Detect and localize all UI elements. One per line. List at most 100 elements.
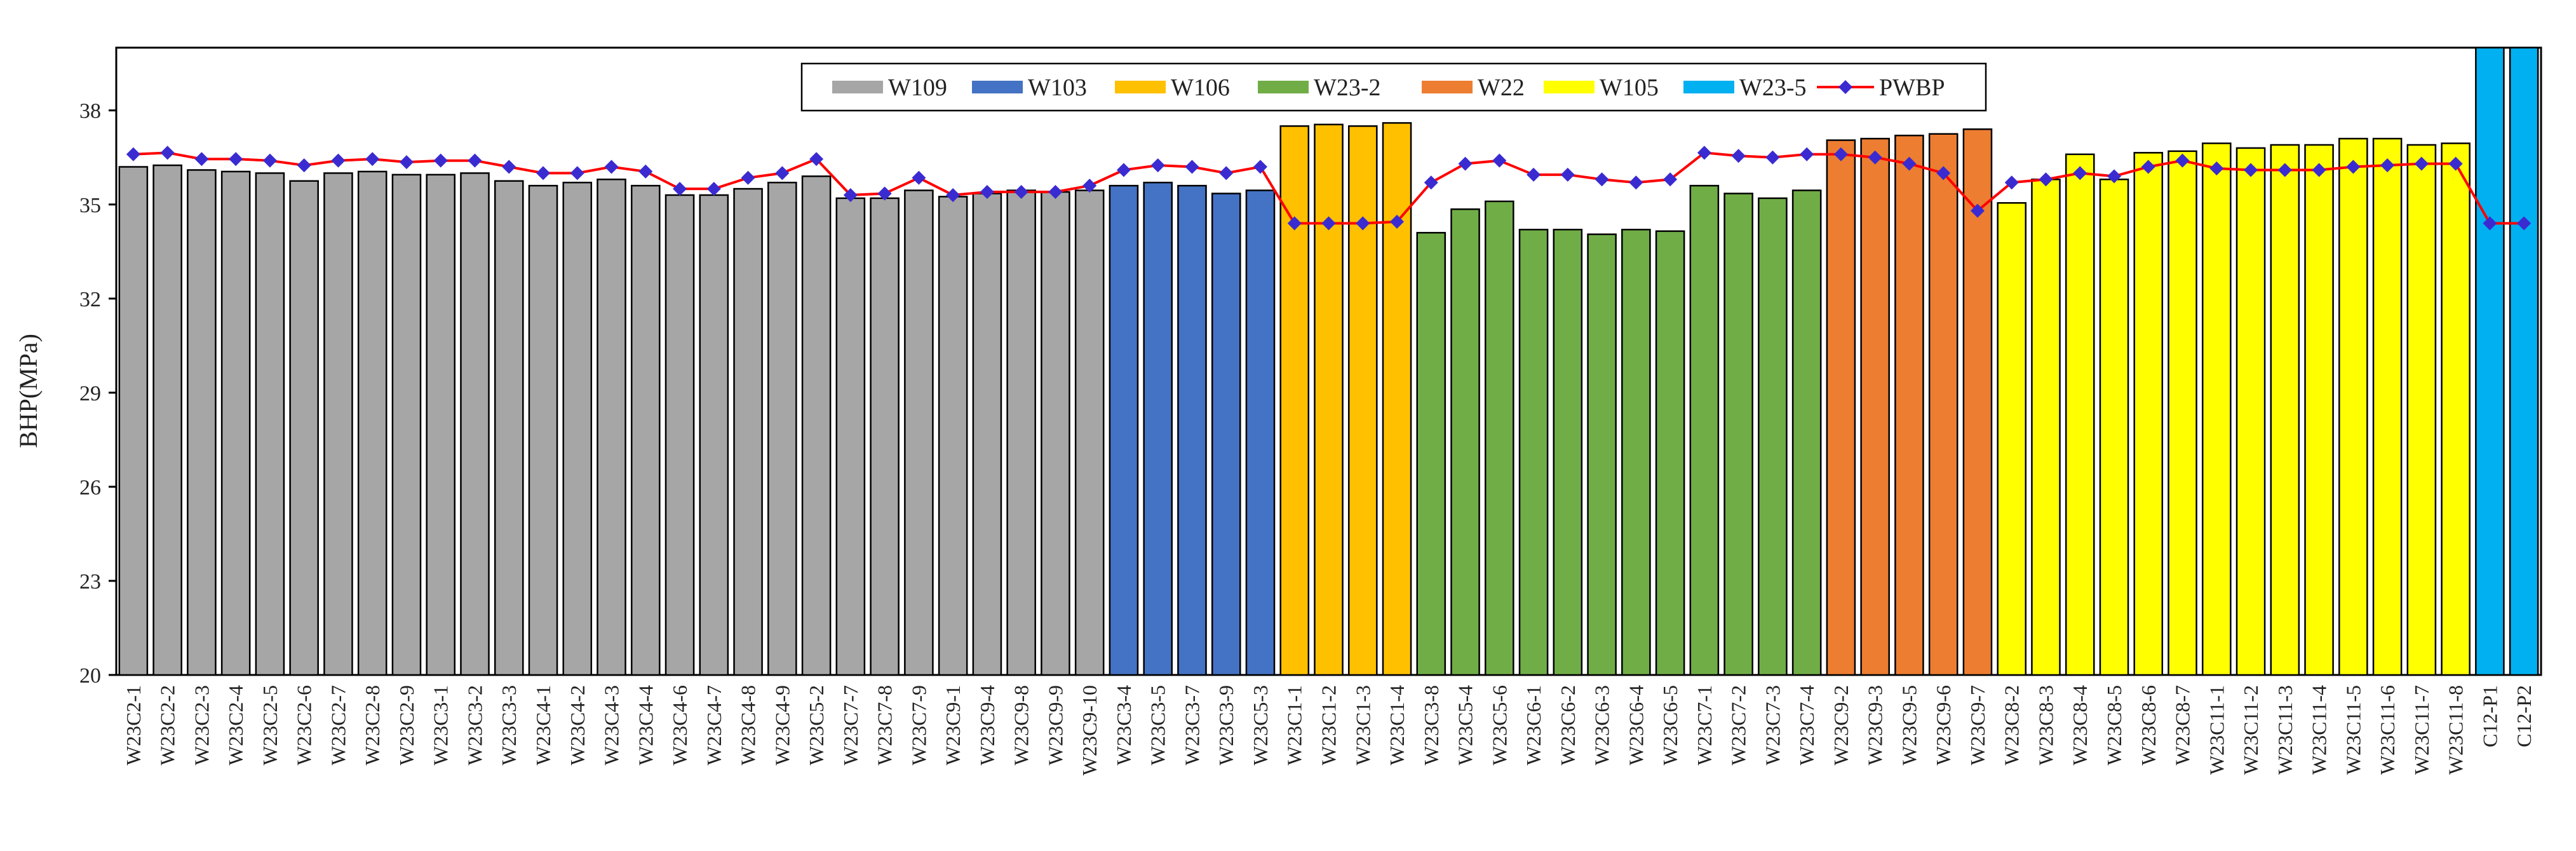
- bar-W23C6-1: [1518, 228, 1549, 676]
- x-tick-label: W23C4-9: [771, 685, 793, 765]
- bar-W23C11-1: [2201, 142, 2232, 676]
- y-tick-label: 23: [79, 570, 101, 594]
- x-tick-label: W23C8-3: [2034, 685, 2057, 765]
- pwbp-point-W23C8-7: [2175, 153, 2190, 168]
- bar-W23C4-7: [699, 194, 729, 676]
- legend-label-W23-5: W23-5: [1739, 74, 1807, 101]
- x-tick-label: W23C2-9: [395, 685, 418, 765]
- x-tick-label: W23C4-7: [703, 685, 725, 765]
- legend-label-W106: W106: [1171, 74, 1230, 101]
- pwbp-point-W23C7-1: [1697, 146, 1711, 160]
- x-tick-label: W23C9-8: [1010, 685, 1033, 765]
- pwbp-point-W23C11-7: [2414, 156, 2429, 171]
- legend-swatch-W109: [832, 81, 883, 93]
- pwbp-point-W23C3-1: [433, 153, 448, 168]
- legend: W109 W103 W106 W23-2 W22 W105 W23-5 PWBP: [800, 62, 1987, 112]
- x-tick-label: W23C3-4: [1112, 685, 1135, 765]
- x-tick-label: W23C9-1: [941, 685, 964, 765]
- pwbp-point-W23C4-6: [673, 182, 687, 196]
- x-tick-label: W23C11-2: [2239, 685, 2262, 775]
- x-tick-label: W23C1-2: [1318, 685, 1340, 765]
- pwbp-point-W23C2-2: [160, 146, 175, 160]
- pwbp-point-W23C2-9: [399, 155, 414, 170]
- legend-label-W105: W105: [1600, 74, 1659, 101]
- bar-W23C6-5: [1655, 230, 1685, 676]
- x-tick-label: C12-P2: [2512, 685, 2535, 747]
- bar-W23C4-1: [528, 184, 558, 676]
- x-tick-label: W23C3-7: [1180, 685, 1203, 765]
- x-tick-label: W23C4-4: [634, 685, 657, 765]
- pwbp-point-W23C9-3: [1868, 150, 1882, 165]
- legend-label-W23-2: W23-2: [1314, 74, 1381, 101]
- x-tick-label: W23C3-3: [497, 685, 520, 765]
- pwbp-point-W23C11-2: [2244, 163, 2258, 177]
- bar-W23C2-8: [357, 170, 388, 676]
- x-tick-label: W23C2-2: [156, 685, 179, 765]
- x-tick-label: W23C6-3: [1591, 685, 1614, 765]
- bars-layer: [118, 46, 2539, 676]
- pwbp-point-W23C6-1: [1527, 167, 1541, 182]
- y-axis: 20 23 26 29 32 35 38: [79, 100, 116, 688]
- x-tick-label: W23C9-2: [1830, 685, 1852, 765]
- x-tick-label: W23C2-8: [361, 685, 384, 765]
- pwbp-point-W23C9-7: [1970, 203, 1985, 218]
- pwbp-point-W23C3-9: [1219, 166, 1234, 180]
- x-tick-label: W23C5-2: [805, 685, 828, 765]
- x-tick-label: W23C9-6: [1932, 685, 1955, 765]
- bar-W23C9-5: [1894, 134, 1924, 676]
- pwbp-point-W23C4-1: [536, 166, 551, 180]
- bar-W23C6-3: [1587, 233, 1617, 676]
- bar-W23C9-2: [1826, 139, 1856, 676]
- x-tick-label: W23C11-8: [2445, 685, 2467, 775]
- x-tick-label: W23C7-1: [1693, 685, 1716, 765]
- legend-label-W109: W109: [888, 74, 947, 101]
- pwbp-point-W23C7-4: [1800, 147, 1814, 161]
- bar-W23C1-3: [1347, 125, 1378, 676]
- pwbp-point-W23C9-2: [1833, 147, 1848, 161]
- x-tick-label: W23C7-3: [1761, 685, 1784, 765]
- x-tick-label: W23C9-10: [1078, 685, 1101, 775]
- y-tick-label: 35: [79, 194, 101, 217]
- pwbp-point-W23C8-4: [2073, 166, 2087, 180]
- bar-C12-P1: [2475, 46, 2505, 676]
- bar-W23C7-9: [904, 189, 934, 676]
- pwbp-point-W23C2-3: [194, 152, 209, 167]
- y-tick-label: 20: [79, 664, 101, 688]
- x-tick-label: W23C7-8: [873, 685, 896, 765]
- bar-W23C7-8: [870, 197, 900, 676]
- x-tick-label: W23C11-1: [2205, 685, 2228, 775]
- x-tick-label: W23C7-9: [907, 685, 930, 765]
- bar-W23C5-6: [1485, 200, 1514, 676]
- pwbp-point-W23C8-6: [2141, 160, 2155, 174]
- x-tick-label: W23C5-4: [1454, 685, 1477, 765]
- x-tick-label: W23C9-7: [1966, 685, 1989, 765]
- x-tick-label: W23C8-4: [2068, 685, 2091, 765]
- x-tick-label: W23C3-1: [429, 685, 452, 765]
- bar-W23C5-3: [1245, 189, 1276, 676]
- x-tick-label: W23C3-8: [1420, 685, 1443, 765]
- x-tick-label: W23C4-6: [668, 685, 691, 765]
- x-axis: W23C2-1 W23C2-2 W23C2-3 W23C2-4 W23C2-5 W23C2…: [122, 685, 2535, 775]
- x-tick-label: W23C8-5: [2103, 685, 2126, 765]
- bar-W23C3-4: [1109, 184, 1139, 676]
- x-tick-label: W23C11-4: [2308, 685, 2331, 775]
- pwbp-point-W23C1-1: [1287, 216, 1302, 231]
- bar-W23C4-8: [733, 187, 763, 676]
- x-tick-label: W23C1-3: [1351, 685, 1374, 765]
- bar-W23C6-2: [1553, 228, 1583, 676]
- pwbp-point-W23C11-1: [2209, 161, 2224, 175]
- pwbp-point-W23C6-3: [1595, 172, 1609, 187]
- bar-W23C5-4: [1450, 208, 1480, 676]
- bar-W23C3-1: [426, 174, 456, 676]
- pwbp-point-W23C8-2: [2004, 175, 2019, 190]
- bar-W23C8-3: [2031, 179, 2061, 676]
- bar-W23C6-4: [1621, 228, 1651, 676]
- pwbp-point-W23C11-5: [2346, 160, 2361, 174]
- legend-swatch-W105: [1544, 81, 1595, 93]
- bar-W23C2-3: [187, 169, 217, 676]
- pwbp-point-W23C6-4: [1629, 175, 1643, 190]
- pwbp-point-W23C6-2: [1560, 167, 1575, 182]
- pwbp-point-W23C9-1: [946, 187, 961, 202]
- pwbp-point-W23C2-5: [262, 153, 277, 168]
- y-axis-title: BHP(MPa): [14, 334, 43, 448]
